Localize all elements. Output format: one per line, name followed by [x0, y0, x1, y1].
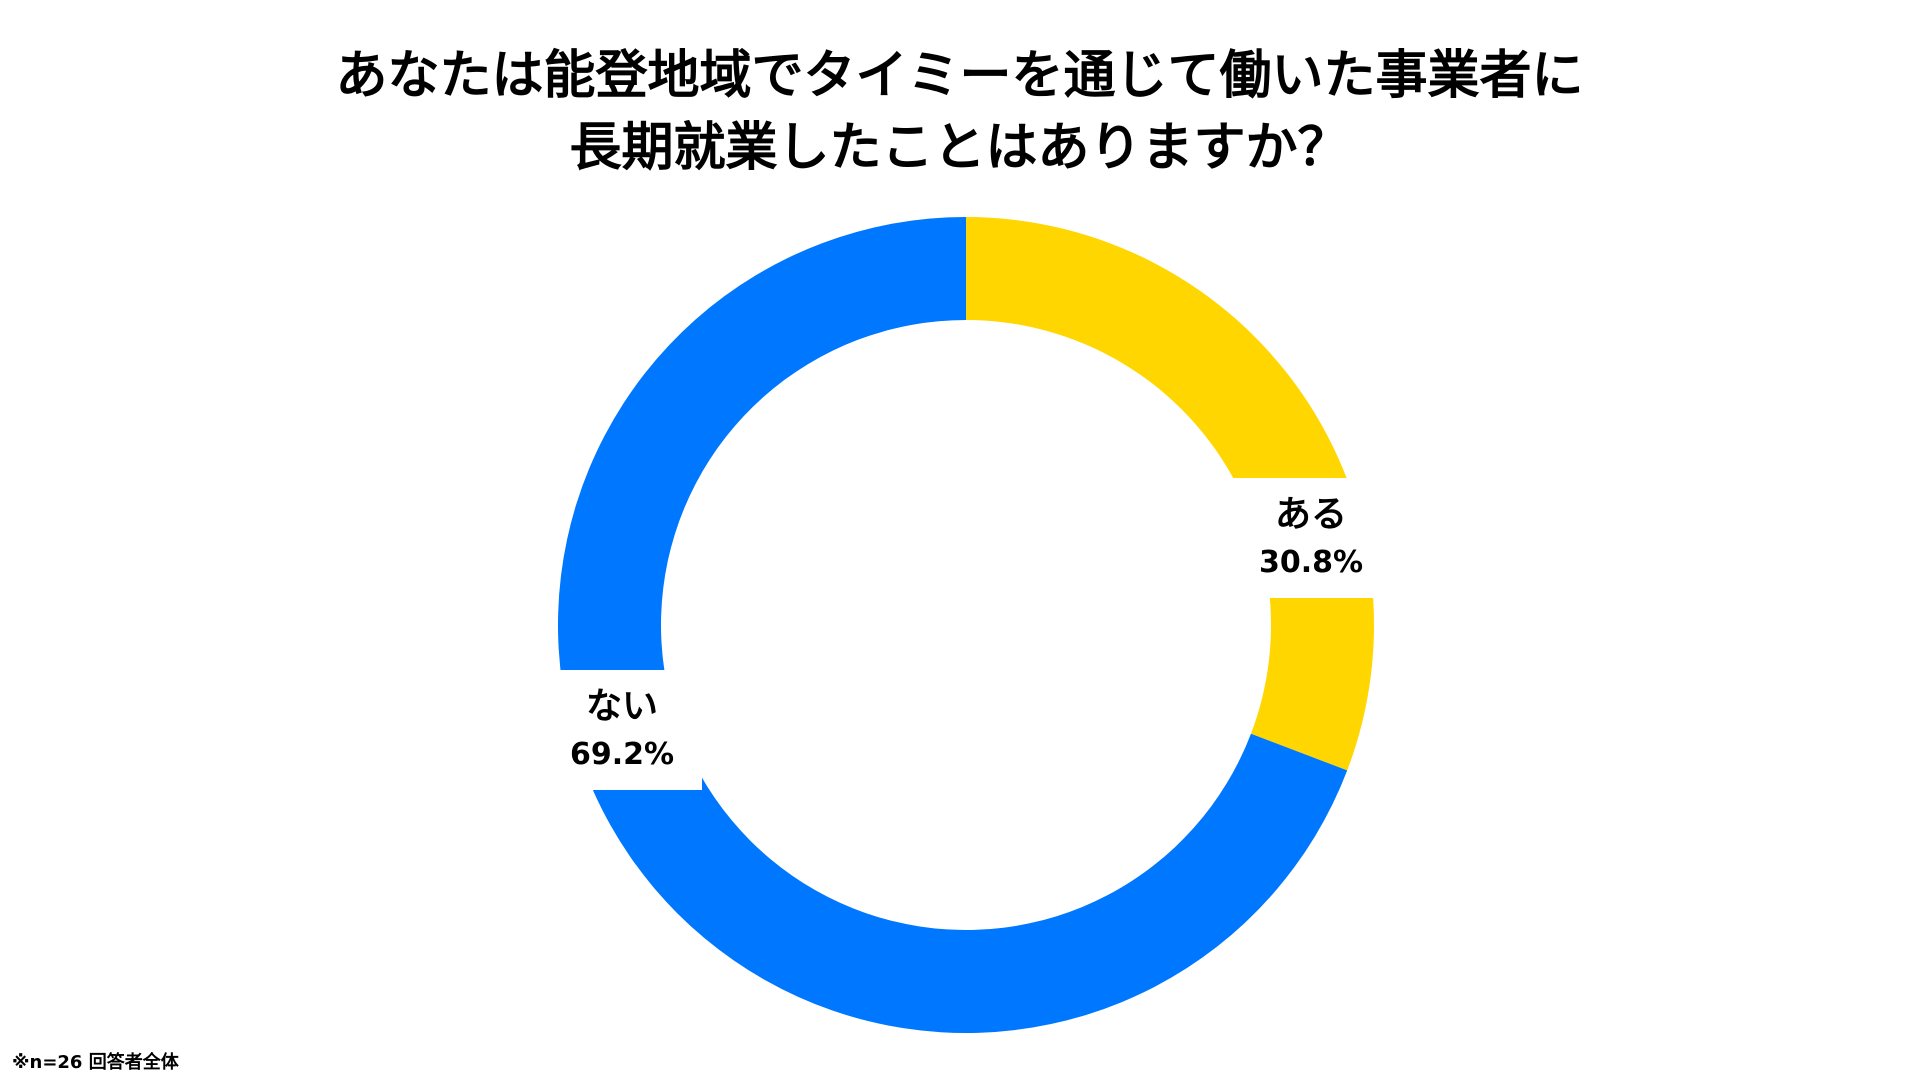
- slice-label-backing-1: [1231, 478, 1391, 598]
- slice-label-backing-2: [542, 670, 702, 790]
- slice-value-label-1: 30.8%: [1259, 545, 1363, 580]
- chart-title: あなたは能登地域でタイミーを通じて働いた事業者に 長期就業したことはありますか？: [0, 40, 1919, 184]
- donut-slice-1: [966, 217, 1374, 771]
- chart-title-line-1: あなたは能登地域でタイミーを通じて働いた事業者に: [335, 46, 1584, 106]
- slice-name-label-1: ある: [1275, 494, 1347, 535]
- chart-title-line-2: 長期就業したことはありますか？: [569, 118, 1350, 178]
- footnote: ※n=26 回答者全体: [12, 1052, 179, 1073]
- slice-name-label-2: ない: [586, 686, 658, 727]
- slice-value-label-2: 69.2%: [570, 737, 674, 772]
